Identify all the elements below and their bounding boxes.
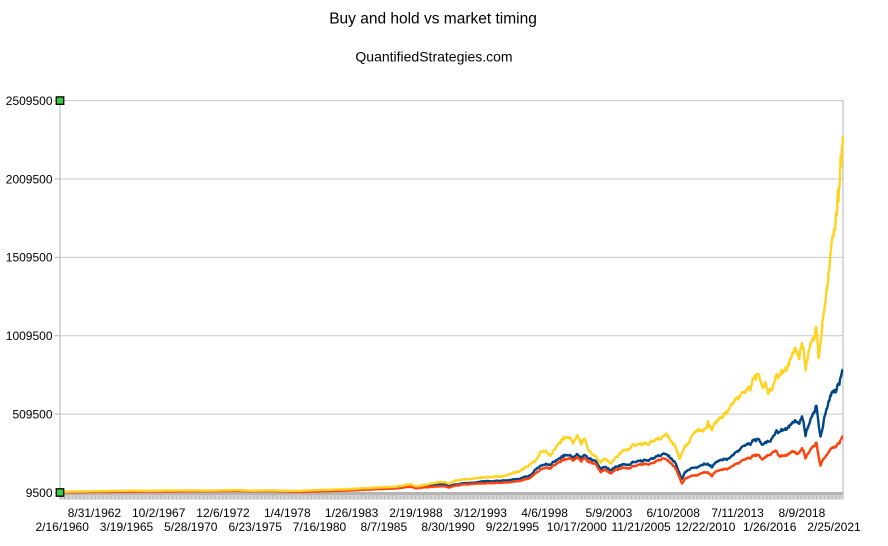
svg-text:12/6/1972: 12/6/1972 (196, 506, 250, 520)
svg-text:5/9/2003: 5/9/2003 (586, 506, 633, 520)
svg-text:2/25/2021: 2/25/2021 (807, 520, 861, 534)
svg-text:1/26/2016: 1/26/2016 (743, 520, 797, 534)
svg-text:1009500: 1009500 (6, 329, 53, 343)
svg-text:1509500: 1509500 (6, 251, 53, 265)
svg-text:11/21/2005: 11/21/2005 (612, 520, 671, 534)
svg-text:10/2/1967: 10/2/1967 (132, 506, 186, 520)
svg-text:8/7/1985: 8/7/1985 (360, 520, 407, 534)
svg-text:1/4/1978: 1/4/1978 (264, 506, 311, 520)
svg-text:1/26/1983: 1/26/1983 (325, 506, 379, 520)
svg-text:8/31/1962: 8/31/1962 (68, 506, 122, 520)
svg-text:3/12/1993: 3/12/1993 (454, 506, 508, 520)
svg-text:2/19/1988: 2/19/1988 (389, 506, 443, 520)
svg-text:12/22/2010: 12/22/2010 (675, 520, 735, 534)
svg-text:2009500: 2009500 (6, 172, 53, 186)
svg-text:9500: 9500 (26, 486, 53, 500)
svg-text:509500: 509500 (12, 407, 52, 421)
svg-text:Buy and hold vs market timing: Buy and hold vs market timing (329, 10, 537, 27)
svg-text:7/16/1980: 7/16/1980 (293, 520, 347, 534)
svg-text:6/23/1975: 6/23/1975 (229, 520, 283, 534)
svg-text:3/19/1965: 3/19/1965 (100, 520, 154, 534)
svg-text:6/10/2008: 6/10/2008 (647, 506, 701, 520)
svg-text:2509500: 2509500 (6, 94, 53, 108)
svg-text:10/17/2000: 10/17/2000 (547, 520, 607, 534)
svg-text:2/16/1960: 2/16/1960 (36, 520, 90, 534)
svg-text:8/30/1990: 8/30/1990 (421, 520, 475, 534)
svg-text:9/22/1995: 9/22/1995 (486, 520, 540, 534)
svg-text:8/9/2018: 8/9/2018 (779, 506, 826, 520)
svg-text:7/11/2013: 7/11/2013 (711, 506, 764, 520)
svg-text:5/28/1970: 5/28/1970 (164, 520, 218, 534)
svg-text:4/6/1998: 4/6/1998 (521, 506, 568, 520)
svg-text:QuantifiedStrategies.com: QuantifiedStrategies.com (355, 49, 512, 65)
